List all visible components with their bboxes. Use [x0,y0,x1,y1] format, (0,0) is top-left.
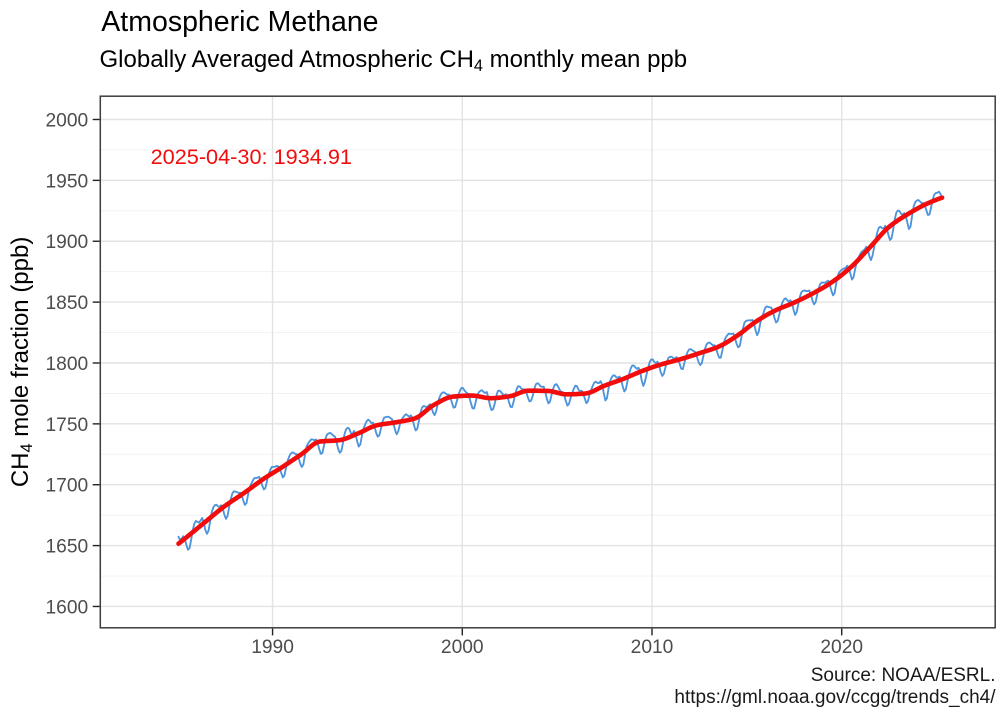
y-tick-label-1600: 1600 [46,597,89,618]
y-tick-label-1650: 1650 [46,537,89,558]
caption: Source: NOAA/ESRL. https://gml.noaa.gov/… [674,665,995,709]
y-tick-label-2000: 2000 [46,110,89,131]
plot-subtitle: Globally Averaged Atmospheric CH4 monthl… [99,45,688,75]
series-line-trend [176,195,945,547]
plot-title: Atmospheric Methane [101,5,379,38]
y-tick-label-1900: 1900 [46,232,89,253]
y-axis-title-subscript: 4 [18,443,37,453]
y-tick-label-1700: 1700 [46,476,89,497]
caption-url-line: https://gml.noaa.gov/ccgg/trends_ch4/ [674,687,996,708]
y-tick-label-1950: 1950 [46,171,89,192]
x-tick-label-1990: 1990 [251,637,294,658]
major-gridlines [100,96,996,628]
panel-border [99,95,996,629]
axis-tick-labels: 2000 1950 1900 1850 1800 1750 1700 1650 1600 1990… [46,110,864,658]
plot-subtitle-suffix: monthly mean ppb [483,45,688,73]
data-series [176,190,945,551]
x-tick-label-2010: 2010 [631,637,674,658]
plot-subtitle-subscript: 4 [473,56,483,75]
y-tick-label-1800: 1800 [46,354,89,375]
latest-value-annotation: 2025-04-30: 1934.91 [150,144,352,169]
series-line-monthly [177,190,944,551]
caption-source-line: Source: NOAA/ESRL. [810,665,996,686]
x-tick-label-2000: 2000 [441,637,484,658]
y-tick-label-1850: 1850 [46,293,89,314]
y-tick-label-1750: 1750 [46,415,89,436]
minor-gridlines [100,149,996,577]
x-tick-label-2020: 2020 [820,637,863,658]
y-axis-title: CH4 mole fraction (ppb) [7,236,37,488]
y-axis-title-text: CH [7,452,34,488]
y-axis-title-suffix: mole fraction (ppb) [7,236,34,444]
plot-subtitle-text: Globally Averaged Atmospheric CH [99,45,474,73]
axis-tick-marks [92,118,843,636]
